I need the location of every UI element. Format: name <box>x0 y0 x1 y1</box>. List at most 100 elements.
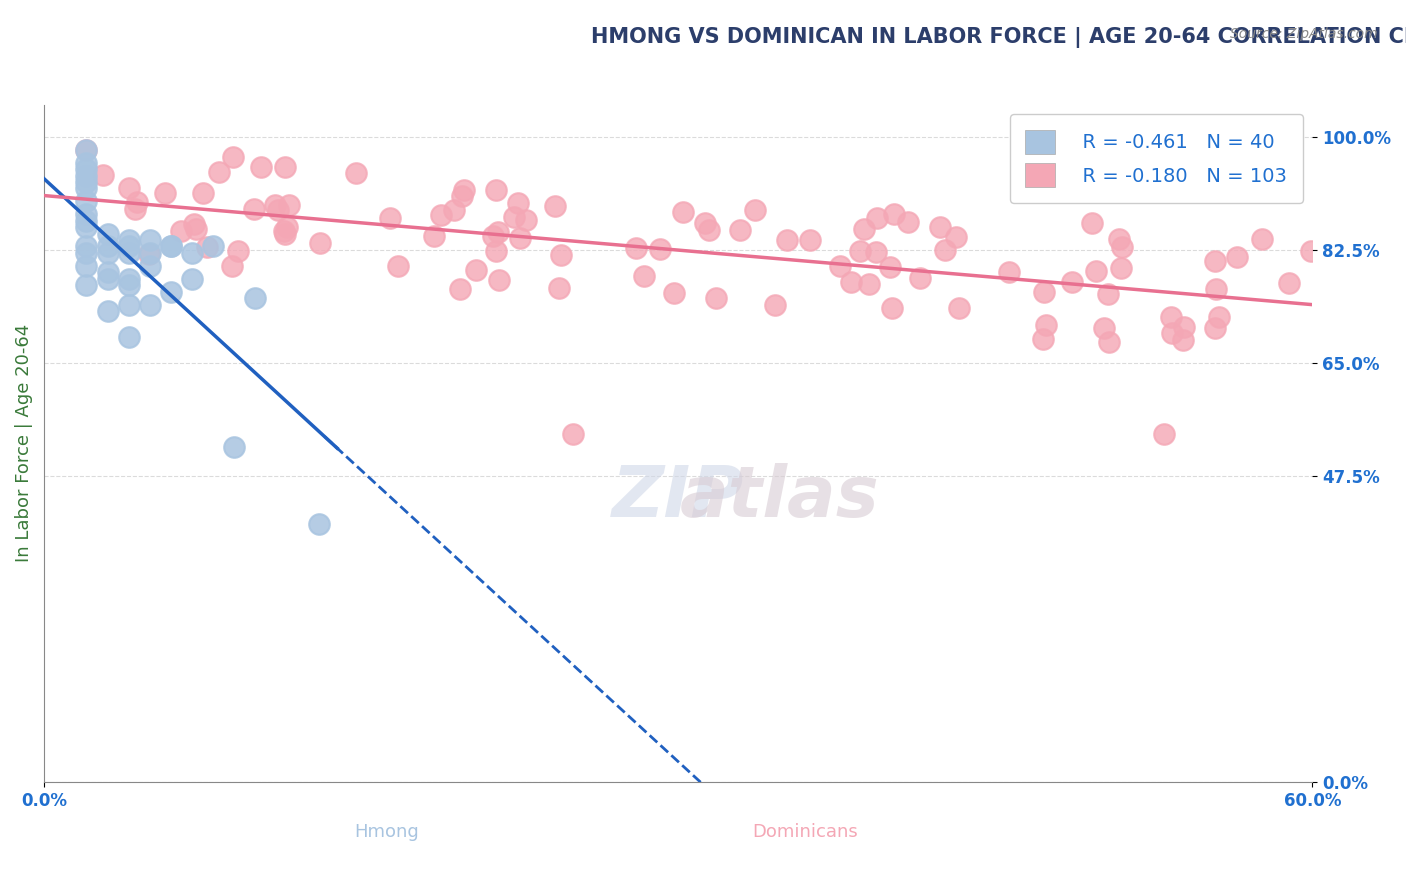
Point <box>515 213 537 227</box>
Point <box>839 275 862 289</box>
Point <box>443 202 465 217</box>
Point <box>75 143 97 157</box>
Point <box>202 239 225 253</box>
Point <box>278 198 301 212</box>
Point <box>1032 332 1054 346</box>
Point <box>226 244 249 259</box>
Point <box>1108 231 1130 245</box>
Point <box>650 242 672 256</box>
Point <box>481 228 503 243</box>
Point <box>464 263 486 277</box>
Point <box>548 281 571 295</box>
Point <box>1097 287 1119 301</box>
Point <box>139 297 162 311</box>
Legend:   R = -0.461   N = 40,   R = -0.180   N = 103: R = -0.461 N = 40, R = -0.180 N = 103 <box>1010 114 1302 202</box>
Point <box>1160 310 1182 325</box>
Point <box>550 248 572 262</box>
Point <box>118 246 141 260</box>
Point <box>1153 426 1175 441</box>
Point <box>181 272 204 286</box>
Point <box>1173 319 1195 334</box>
Point <box>91 168 114 182</box>
Point <box>224 440 246 454</box>
Point <box>706 291 728 305</box>
Point <box>486 225 509 239</box>
Point <box>139 259 162 273</box>
Point <box>124 202 146 216</box>
Text: Source: ZipAtlas.com: Source: ZipAtlas.com <box>1230 27 1378 41</box>
Point <box>96 227 118 241</box>
Point <box>387 259 409 273</box>
Point <box>828 260 851 274</box>
Point <box>1208 310 1230 324</box>
Point <box>633 268 655 283</box>
Point <box>948 301 970 316</box>
Point <box>1111 240 1133 254</box>
Point <box>96 246 118 260</box>
Point <box>1035 318 1057 333</box>
Point <box>75 169 97 183</box>
Text: Dominicans: Dominicans <box>752 822 858 841</box>
Point <box>662 285 685 300</box>
Point <box>1205 281 1227 295</box>
Point <box>191 186 214 201</box>
Point <box>728 223 751 237</box>
Point <box>75 259 97 273</box>
Point <box>763 297 786 311</box>
Point <box>1060 275 1083 289</box>
Point <box>118 330 141 344</box>
Point <box>561 426 583 441</box>
Point <box>274 160 297 174</box>
Y-axis label: In Labor Force | Age 20-64: In Labor Force | Age 20-64 <box>15 324 32 563</box>
Point <box>181 246 204 260</box>
Point <box>75 175 97 189</box>
Point <box>485 244 508 259</box>
Point <box>308 516 330 531</box>
Point <box>139 246 162 260</box>
Point <box>75 194 97 209</box>
Point <box>934 243 956 257</box>
Point <box>245 291 267 305</box>
Point <box>1111 261 1133 276</box>
Point <box>544 199 567 213</box>
Point <box>488 273 510 287</box>
Point <box>848 244 870 258</box>
Point <box>96 272 118 286</box>
Point <box>263 198 285 212</box>
Point <box>799 233 821 247</box>
Point <box>429 209 451 223</box>
Point <box>118 297 141 311</box>
Point <box>509 231 531 245</box>
Point <box>1204 254 1226 268</box>
Point <box>1085 264 1108 278</box>
Point <box>243 202 266 216</box>
Point <box>1277 276 1299 290</box>
Point <box>858 277 880 292</box>
Point <box>1097 335 1119 350</box>
Point <box>207 165 229 179</box>
Point <box>75 246 97 260</box>
Point <box>929 219 952 234</box>
Point <box>1092 320 1115 334</box>
Point <box>880 301 903 315</box>
Point <box>274 227 297 241</box>
Point <box>1173 333 1195 347</box>
Point <box>776 233 799 247</box>
Point <box>75 162 97 177</box>
Point <box>75 239 97 253</box>
Point <box>96 265 118 279</box>
Point <box>75 220 97 235</box>
Point <box>160 285 183 299</box>
Point <box>276 219 298 234</box>
Point <box>453 183 475 197</box>
Point <box>75 207 97 221</box>
Point <box>485 183 508 197</box>
Point <box>273 223 295 237</box>
Point <box>249 160 271 174</box>
Point <box>1160 326 1182 340</box>
Point <box>896 215 918 229</box>
Point <box>380 211 402 225</box>
Point <box>153 186 176 200</box>
Point <box>170 224 193 238</box>
Point <box>744 202 766 217</box>
